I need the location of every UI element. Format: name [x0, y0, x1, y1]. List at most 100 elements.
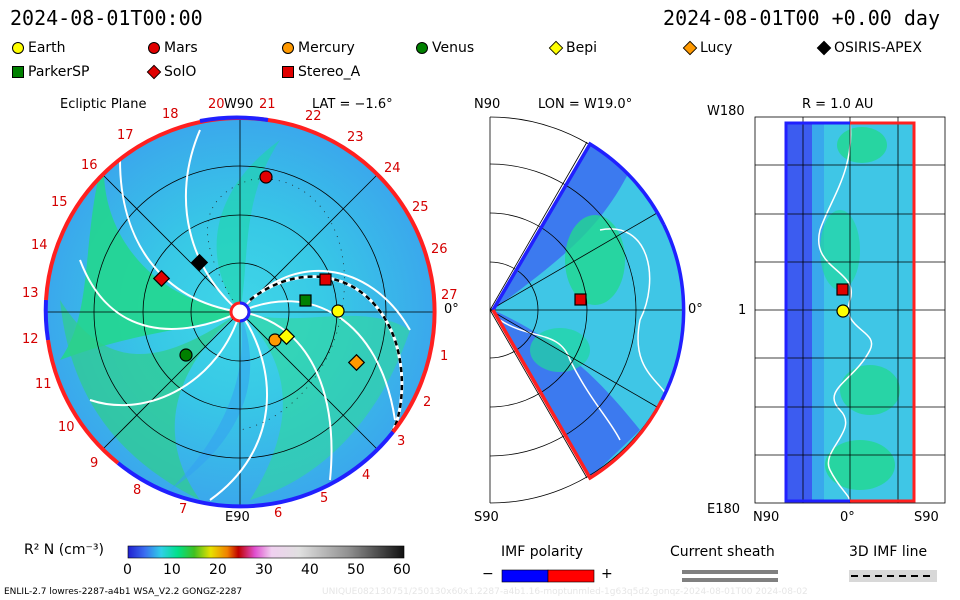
stereo-a-marker-icon: [282, 66, 294, 78]
legend-venus: Venus: [416, 40, 474, 56]
venus-marker-icon: [179, 348, 193, 362]
sector-number: 17: [117, 128, 134, 143]
sector-number: 18: [162, 107, 179, 122]
legend-mars: Mars: [148, 40, 198, 56]
ecliptic-title: Ecliptic Plane: [60, 97, 147, 112]
parkersp-marker-icon: [299, 294, 312, 307]
colorbar-tick: 0: [123, 562, 132, 578]
ecliptic-bottom-label: E90: [225, 510, 250, 525]
imf-polarity-title: IMF polarity: [501, 544, 584, 560]
radial-x-left: N90: [753, 510, 780, 525]
radial-bottom-left: E180: [707, 502, 741, 517]
meridional-bottom-label: S90: [474, 510, 499, 525]
radial-mid-left: 1: [738, 303, 747, 318]
legend-solo: SolO: [146, 64, 196, 80]
sector-number: 20: [208, 97, 225, 112]
sector-number: 23: [347, 130, 364, 145]
imf-negative-swatch: [501, 569, 549, 583]
imf3d-title: 3D IMF line: [849, 544, 928, 560]
colorbar-label: R² N (cm⁻³): [24, 542, 104, 558]
radial-x-right: S90: [914, 510, 939, 525]
sector-number: 8: [133, 483, 142, 498]
mars-marker-icon: [259, 170, 273, 184]
meridional-right-label: 0°: [688, 302, 703, 317]
colorbar-tick: 20: [209, 562, 227, 578]
current-sheath-title: Current sheath: [670, 544, 775, 560]
right-timestamp: 2024-08-01T00 +0.00 day: [663, 6, 940, 30]
sector-number: 10: [58, 420, 75, 435]
sector-number: 14: [31, 238, 48, 253]
radial-r-label: R = 1.0 AU: [802, 97, 874, 112]
left-timestamp: 2024-08-01T00:00: [10, 6, 203, 30]
sector-number: 21: [259, 97, 276, 112]
radial-grid: [754, 116, 946, 504]
ecliptic-rim-negative: [116, 430, 395, 509]
osiris-apex-marker-icon: [190, 253, 209, 272]
sector-number: 16: [81, 158, 98, 173]
colorbar-tick: 50: [347, 562, 365, 578]
sector-number: 12: [22, 332, 39, 347]
sector-number: 3: [397, 434, 406, 449]
meridional-rim-positive: [491, 309, 664, 481]
ecliptic-top-label: W90: [224, 97, 254, 112]
colorbar-gradient: [127, 545, 405, 559]
sector-number: 22: [305, 109, 322, 124]
sector-number: 15: [51, 195, 68, 210]
radial-x-mid: 0°: [840, 510, 855, 525]
stereo-a-radial-marker-icon: [836, 283, 849, 296]
solo-marker-icon: [152, 269, 171, 288]
legend-stereo-a: Stereo_A: [282, 64, 360, 80]
mercury-marker-icon: [268, 333, 282, 347]
sector-number: 25: [412, 200, 429, 215]
sector-number: 5: [320, 491, 329, 506]
venus-marker-icon: [416, 42, 428, 54]
meridional-grid: [489, 116, 684, 504]
earth-radial-marker-icon: [836, 304, 850, 318]
ecliptic-structures: [60, 140, 410, 500]
legend-bepi: Bepi: [548, 40, 597, 56]
sector-number: 24: [384, 161, 401, 176]
ecliptic-lat-label: LAT = −1.6°: [312, 97, 393, 112]
imf-plus-label: +: [601, 566, 613, 582]
legend-lucy: Lucy: [682, 40, 732, 56]
mercury-marker-icon: [282, 42, 294, 54]
meridional-top-label: N90: [474, 97, 501, 112]
colorbar-tick: 40: [301, 562, 319, 578]
legend-earth: Earth: [12, 40, 66, 56]
sector-number: 26: [431, 242, 448, 257]
current-sheath-swatch: [682, 570, 778, 574]
sector-number: 6: [274, 506, 283, 521]
radial-rim-positive: [850, 121, 916, 503]
ecliptic-right-label: 0°: [444, 302, 459, 317]
bepi-marker-icon: [277, 327, 296, 346]
earth-marker-icon: [331, 304, 345, 318]
sector-number: 11: [35, 377, 52, 392]
legend-osiris-apex: OSIRIS-APEX: [816, 40, 922, 56]
mars-marker-icon: [148, 42, 160, 54]
sector-number: 27: [441, 288, 458, 303]
sector-number: 2: [423, 395, 432, 410]
legend-mercury: Mercury: [282, 40, 355, 56]
parkersp-marker-icon: [12, 66, 24, 78]
footer-right: UNIQUE082130751/250130x60x1.2287-a4b1.16…: [322, 587, 808, 597]
sector-number: 9: [90, 456, 99, 471]
stereo-a-marker-icon: [319, 273, 332, 286]
colorbar-tick: 60: [393, 562, 411, 578]
meridional-plane-plot: [489, 116, 686, 504]
ecliptic-field-lines: [79, 129, 411, 501]
legend-parkersp: ParkerSP: [12, 64, 89, 80]
colorbar-tick: 10: [163, 562, 181, 578]
radial-top-left: W180: [707, 104, 745, 119]
sector-number: 7: [179, 502, 188, 517]
meridional-lon-label: LON = W19.0°: [538, 97, 633, 112]
ecliptic-rim-positive: [239, 115, 437, 434]
radial-map-plot: [754, 116, 946, 504]
earth-marker-icon: [12, 42, 24, 54]
lucy-marker-icon: [347, 353, 366, 372]
sector-number: 4: [362, 468, 371, 483]
colorbar-tick: 30: [255, 562, 273, 578]
imf-positive-swatch: [547, 569, 595, 583]
imf-minus-label: −: [482, 566, 494, 582]
sector-number: 1: [440, 349, 449, 364]
stereo-a-meridional-marker-icon: [574, 293, 587, 306]
